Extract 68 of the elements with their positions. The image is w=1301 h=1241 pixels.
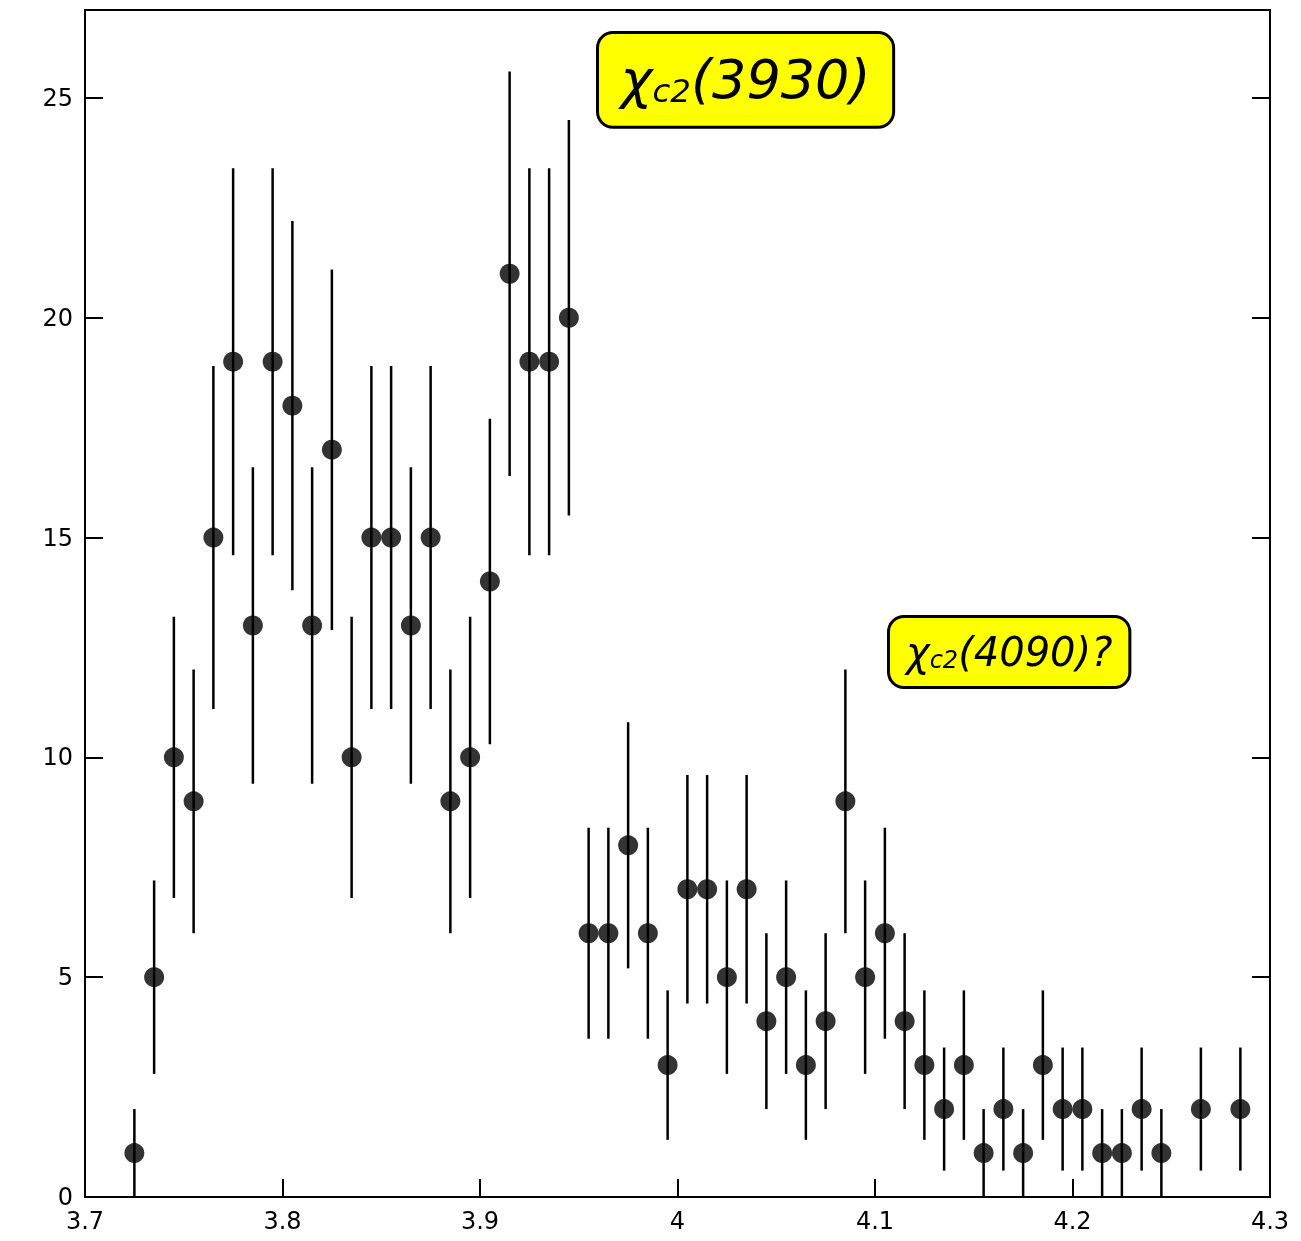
y-tick-label: 25 [42, 83, 73, 112]
x-tick-label: 4 [669, 1207, 686, 1235]
x-tick-label: 4.3 [1250, 1207, 1290, 1235]
y-tick-label: 15 [42, 523, 73, 552]
point [321, 439, 342, 460]
point [697, 879, 718, 900]
point [539, 351, 560, 372]
point [795, 1055, 816, 1076]
point [953, 1055, 974, 1076]
point [934, 1099, 955, 1120]
point [460, 747, 481, 768]
x-tick-label: 4.2 [1053, 1207, 1092, 1235]
x-tick-label: 4.1 [855, 1207, 895, 1235]
y-tick-label: 10 [42, 743, 73, 772]
point [499, 263, 520, 284]
point [1052, 1099, 1073, 1120]
point [657, 1055, 678, 1076]
point [361, 527, 382, 548]
point [894, 1011, 915, 1032]
point [124, 1143, 145, 1164]
point [578, 923, 599, 944]
point [400, 615, 421, 636]
point [914, 1055, 935, 1076]
point [163, 747, 184, 768]
point [736, 879, 757, 900]
y-tick-label: 5 [57, 963, 73, 992]
point [1131, 1099, 1152, 1120]
point [302, 615, 323, 636]
point [855, 967, 876, 988]
point [381, 527, 402, 548]
point [973, 1143, 994, 1164]
point [1092, 1143, 1113, 1164]
point [815, 1011, 836, 1032]
y-tick-label: 20 [42, 303, 73, 332]
point [144, 967, 165, 988]
point [558, 307, 579, 328]
point [874, 923, 895, 944]
point [1230, 1099, 1251, 1120]
point [618, 835, 639, 856]
point [1013, 1143, 1034, 1164]
point [993, 1099, 1014, 1120]
point [1151, 1143, 1172, 1164]
point [242, 615, 263, 636]
point [183, 791, 204, 812]
annotation: χc2(3930) [617, 48, 871, 112]
point [262, 351, 283, 372]
point [1190, 1099, 1211, 1120]
point [1072, 1099, 1093, 1120]
point [756, 1011, 777, 1032]
point [341, 747, 362, 768]
point [1111, 1143, 1132, 1164]
point [203, 527, 224, 548]
point [420, 527, 441, 548]
point [835, 791, 856, 812]
point [598, 923, 619, 944]
point [223, 351, 244, 372]
x-tick-label: 3.9 [460, 1207, 500, 1235]
point [776, 967, 797, 988]
point [677, 879, 698, 900]
x-tick-label: 3.8 [263, 1207, 302, 1235]
point [519, 351, 540, 372]
point [479, 571, 500, 592]
point [282, 395, 303, 416]
annotation: χc2(4090)? [904, 629, 1113, 675]
point [440, 791, 461, 812]
point [1032, 1055, 1053, 1076]
point [637, 923, 658, 944]
point [716, 967, 737, 988]
